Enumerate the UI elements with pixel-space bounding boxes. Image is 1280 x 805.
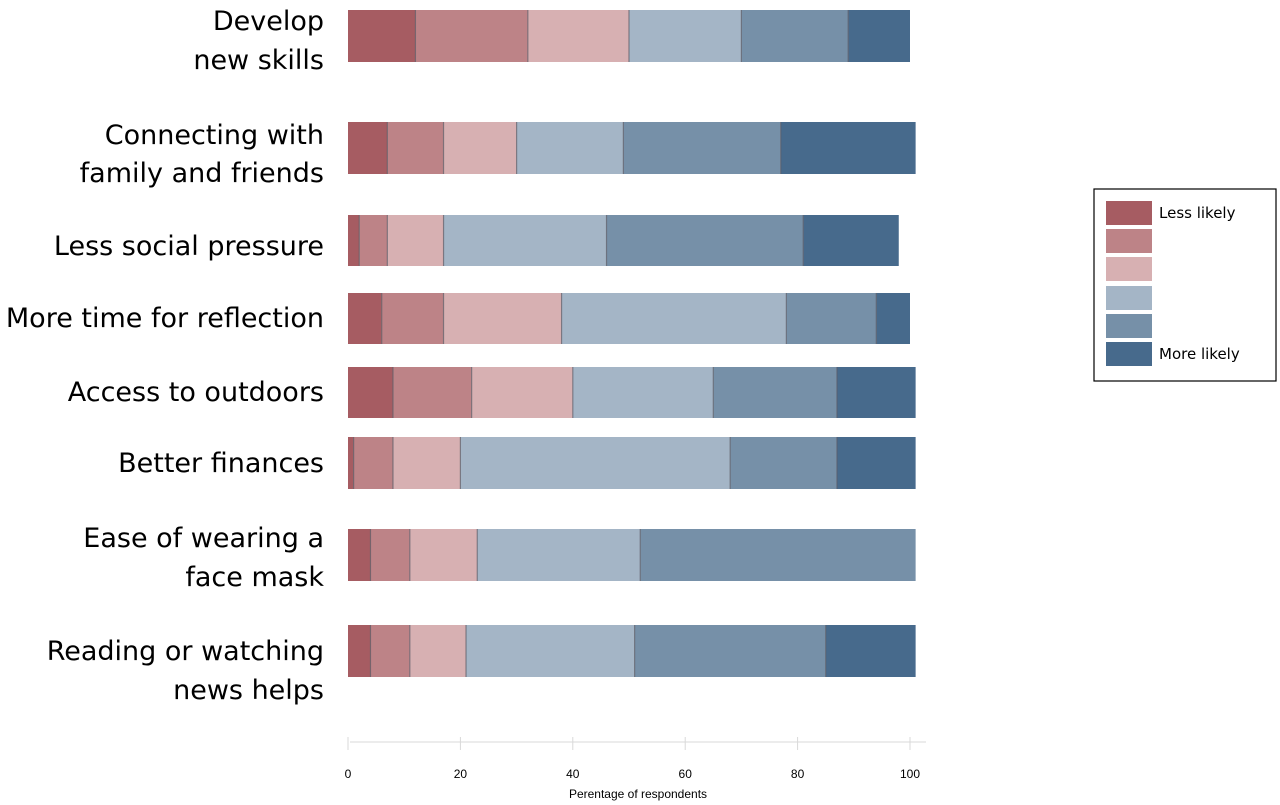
bar-segment	[629, 10, 742, 62]
legend-swatch	[1106, 342, 1152, 366]
bar-segment	[370, 625, 410, 677]
bar-segment	[741, 10, 849, 62]
bar-segment	[392, 437, 461, 489]
bar-segment	[348, 367, 393, 418]
bars-layer	[348, 10, 916, 677]
x-tick-label: 100	[900, 767, 920, 781]
legend-swatch	[1106, 229, 1152, 253]
legend-swatch	[1106, 257, 1152, 281]
bar-segment	[348, 10, 416, 62]
category-label: Better finances	[118, 448, 324, 479]
bar-segment	[634, 625, 826, 677]
bar-segment	[409, 529, 478, 581]
bar-segment	[848, 10, 910, 62]
x-axis-title: Perentage of respondents	[569, 787, 707, 801]
x-tick-label: 40	[566, 767, 580, 781]
bar-segment	[780, 122, 916, 174]
x-axis: Perentage of respondents 0 20 40 60 80 100	[345, 737, 926, 801]
bar-segment	[713, 367, 837, 418]
category-label: Connecting with family and friends	[80, 120, 324, 189]
bar-segment	[348, 529, 371, 581]
category-labels: Develop new skills Connecting with family a…	[6, 6, 324, 706]
bar-segment	[348, 437, 354, 489]
bar-segment	[460, 437, 731, 489]
bar-segment	[381, 293, 444, 344]
bar-segment	[443, 122, 517, 174]
legend: Less likely More likely	[1093, 188, 1277, 382]
bar-segment	[409, 625, 467, 677]
bar-segment	[348, 215, 360, 266]
legend-swatch	[1106, 201, 1152, 225]
legend-label: Less likely	[1159, 204, 1236, 222]
x-tick-label: 0	[345, 767, 352, 781]
x-tick-label: 60	[679, 767, 693, 781]
bar-segment	[527, 10, 629, 62]
bar-segment	[353, 437, 393, 489]
legend-swatch	[1106, 286, 1152, 310]
category-label: Develop new skills	[193, 6, 324, 76]
bar-segment	[392, 367, 472, 418]
bar-segment	[836, 367, 916, 418]
x-tick-label: 80	[791, 767, 805, 781]
bar-segment	[640, 529, 916, 581]
bar-segment	[836, 437, 916, 489]
bar-segment	[606, 215, 804, 266]
bar-segment	[516, 122, 624, 174]
category-label: Reading or watching news helps	[47, 636, 324, 706]
bar-segment	[876, 293, 910, 344]
bar-segment	[572, 367, 714, 418]
bar-segment	[370, 529, 410, 581]
category-label: Access to outdoors	[68, 377, 324, 408]
bar-segment	[348, 625, 371, 677]
category-label: Less social pressure	[54, 231, 324, 262]
bar-segment	[471, 367, 573, 418]
category-label: More time for reflection	[6, 303, 324, 334]
bar-segment	[348, 293, 382, 344]
legend-label: More likely	[1159, 345, 1240, 363]
bar-segment	[359, 215, 388, 266]
legend-swatch	[1106, 314, 1152, 338]
bar-segment	[387, 122, 444, 174]
x-tick-label: 20	[454, 767, 468, 781]
bar-segment	[443, 293, 562, 344]
bar-segment	[825, 625, 916, 677]
bar-segment	[443, 215, 607, 266]
bar-segment	[466, 625, 635, 677]
bar-segment	[387, 215, 444, 266]
bar-segment	[623, 122, 781, 174]
bar-segment	[803, 215, 899, 266]
bar-segment	[348, 122, 388, 174]
bar-segment	[561, 293, 787, 344]
category-label: Ease of wearing a face mask	[83, 523, 324, 593]
bar-segment	[786, 293, 877, 344]
bar-segment	[415, 10, 528, 62]
bar-segment	[730, 437, 837, 489]
bar-segment	[477, 529, 641, 581]
